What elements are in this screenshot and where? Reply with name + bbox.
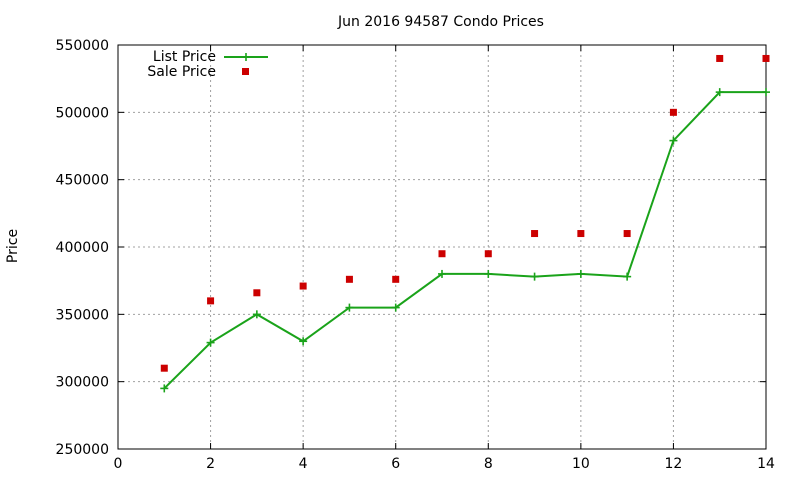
data-point-sale-price bbox=[392, 275, 400, 283]
data-point-sale-price bbox=[438, 250, 446, 258]
y-tick-label: 250000 bbox=[56, 442, 109, 458]
x-tick-label: 4 bbox=[299, 456, 308, 472]
chart-title: Jun 2016 94587 Condo Prices bbox=[337, 14, 544, 30]
data-point-list-price bbox=[669, 136, 678, 145]
axis-ticks: 0 2 4 6 8 10 12 14 250000 300000 350000 400000 45000… bbox=[56, 38, 775, 472]
x-tick-label: 0 bbox=[114, 456, 123, 472]
data-point-list-price bbox=[391, 303, 400, 312]
legend-marker-list-price bbox=[242, 53, 250, 61]
x-tick-label: 2 bbox=[206, 456, 215, 472]
legend-label-list-price: List Price bbox=[153, 49, 216, 65]
series-layer bbox=[160, 54, 770, 393]
x-tick-label: 14 bbox=[757, 456, 775, 472]
y-tick-label: 450000 bbox=[56, 173, 109, 189]
legend-marker-sale-price bbox=[242, 68, 249, 75]
data-point-list-price bbox=[252, 310, 261, 319]
x-tick-label: 10 bbox=[572, 456, 590, 472]
series-line-list-price bbox=[163, 91, 766, 390]
x-tick-label: 6 bbox=[391, 456, 400, 472]
data-point-sale-price bbox=[253, 289, 261, 297]
data-point-sale-price bbox=[160, 364, 168, 372]
data-point-list-price bbox=[484, 269, 493, 278]
y-tick-label: 400000 bbox=[56, 240, 109, 256]
data-point-list-price bbox=[576, 269, 585, 278]
data-point-list-price bbox=[206, 338, 215, 347]
data-point-sale-price bbox=[577, 230, 585, 238]
data-point-sale-price bbox=[669, 108, 677, 116]
y-axis-label: Price bbox=[5, 229, 21, 263]
legend-label-sale-price: Sale Price bbox=[147, 64, 216, 80]
data-point-list-price bbox=[438, 269, 446, 278]
data-point-sale-price bbox=[299, 282, 307, 290]
data-point-list-price bbox=[345, 303, 354, 312]
legend: List Price Sale Price bbox=[147, 49, 268, 80]
x-tick-label: 12 bbox=[665, 456, 683, 472]
data-point-sale-price bbox=[623, 230, 631, 238]
data-point-list-price bbox=[160, 384, 169, 393]
data-point-list-price bbox=[530, 272, 539, 281]
grid-lines bbox=[118, 45, 766, 449]
y-tick-label: 550000 bbox=[56, 38, 109, 54]
data-point-list-price bbox=[299, 337, 308, 346]
data-point-sale-price bbox=[716, 54, 724, 62]
data-point-sale-price bbox=[762, 54, 770, 62]
data-point-sale-price bbox=[345, 275, 353, 283]
data-point-sale-price bbox=[207, 297, 215, 305]
data-point-sale-price bbox=[484, 250, 492, 258]
y-tick-label: 350000 bbox=[56, 307, 109, 323]
data-point-sale-price bbox=[531, 230, 539, 238]
y-tick-label: 500000 bbox=[56, 105, 109, 121]
x-tick-label: 8 bbox=[484, 456, 493, 472]
data-point-list-price bbox=[762, 88, 770, 97]
data-point-list-price bbox=[623, 272, 632, 281]
data-point-list-price bbox=[715, 88, 724, 97]
y-tick-label: 300000 bbox=[56, 375, 109, 391]
